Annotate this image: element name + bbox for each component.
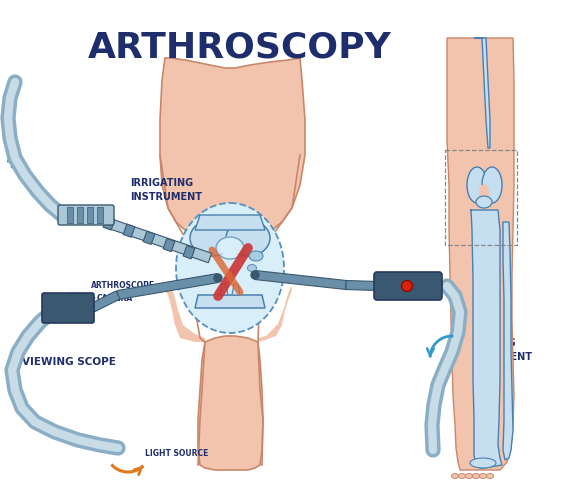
Text: IRRIGATING
INSTRUMENT: IRRIGATING INSTRUMENT [130, 178, 202, 202]
Ellipse shape [226, 220, 270, 256]
Ellipse shape [458, 473, 465, 479]
Ellipse shape [472, 473, 479, 479]
Polygon shape [103, 217, 115, 230]
Bar [87, 207, 93, 223]
Polygon shape [103, 217, 211, 263]
Polygon shape [346, 280, 377, 291]
Bar [67, 207, 73, 223]
Polygon shape [503, 222, 513, 460]
Polygon shape [143, 231, 155, 244]
Ellipse shape [176, 203, 284, 333]
Circle shape [251, 271, 259, 279]
Polygon shape [165, 285, 205, 342]
Text: TRIMMING
INSTRUMENT: TRIMMING INSTRUMENT [460, 338, 532, 362]
Ellipse shape [487, 473, 494, 479]
Text: www.Biornethu.com: www.Biornethu.com [70, 285, 146, 295]
Ellipse shape [479, 184, 489, 202]
Ellipse shape [190, 220, 234, 256]
Polygon shape [160, 58, 305, 298]
Ellipse shape [476, 196, 492, 208]
Polygon shape [195, 295, 265, 308]
Ellipse shape [248, 264, 256, 272]
Bar [445, 150, 517, 245]
Ellipse shape [479, 473, 487, 479]
Bar [77, 207, 83, 223]
Bar [97, 207, 103, 223]
Polygon shape [258, 286, 292, 342]
Polygon shape [163, 239, 175, 252]
Ellipse shape [216, 237, 244, 259]
Polygon shape [198, 336, 263, 470]
Ellipse shape [219, 236, 241, 256]
FancyBboxPatch shape [374, 272, 442, 300]
Polygon shape [255, 271, 347, 290]
Polygon shape [195, 215, 265, 230]
Ellipse shape [249, 251, 263, 261]
Polygon shape [118, 274, 219, 299]
FancyBboxPatch shape [42, 293, 94, 323]
Ellipse shape [467, 167, 487, 203]
Circle shape [401, 280, 412, 292]
Polygon shape [183, 245, 195, 259]
Polygon shape [220, 284, 228, 295]
Ellipse shape [452, 473, 458, 479]
Circle shape [214, 274, 222, 282]
Ellipse shape [465, 473, 472, 479]
Ellipse shape [470, 458, 496, 468]
Polygon shape [447, 38, 514, 470]
Ellipse shape [482, 167, 502, 203]
Text: ARTHROSCOPE: ARTHROSCOPE [91, 280, 155, 290]
Polygon shape [232, 284, 240, 295]
Polygon shape [474, 38, 490, 148]
Text: ARTHROSCOPY: ARTHROSCOPY [88, 30, 392, 64]
Text: LIGHT SOURCE: LIGHT SOURCE [145, 449, 209, 457]
Polygon shape [123, 224, 135, 237]
Polygon shape [470, 210, 502, 468]
Text: VIEWING SCOPE: VIEWING SCOPE [22, 357, 116, 367]
FancyBboxPatch shape [58, 205, 114, 225]
Polygon shape [90, 291, 120, 312]
Text: CAMERA: CAMERA [97, 294, 133, 302]
